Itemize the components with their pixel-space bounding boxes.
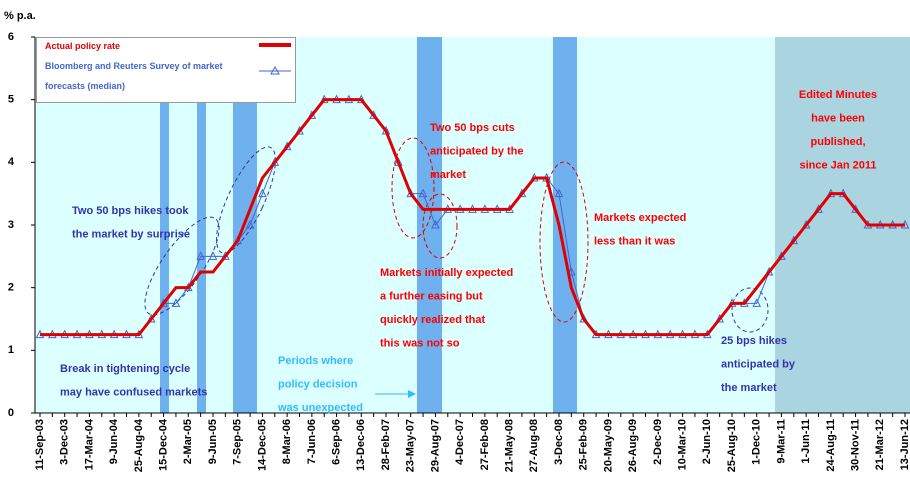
- annotation: quickly realized that: [380, 314, 485, 326]
- ellipse: [422, 193, 458, 259]
- annotation: since Jan 2011: [799, 159, 876, 171]
- x-tick-label: 25-Aug-04: [133, 418, 145, 472]
- x-tick-label: 3-Dec-08: [553, 419, 565, 465]
- annotation: have been: [811, 112, 865, 124]
- x-tick-label: 26-Aug-09: [627, 419, 639, 472]
- annotation: this was not so: [380, 337, 460, 349]
- point: [554, 188, 564, 198]
- band: [160, 37, 169, 413]
- ellipse: [539, 161, 589, 323]
- point: [258, 188, 267, 198]
- x-tick-label: 13-Jun-12: [899, 419, 910, 470]
- point: [171, 298, 181, 307]
- x-tick-label: 13-Dec-06: [355, 419, 367, 471]
- x-tick-label: 25-Feb-09: [578, 419, 590, 470]
- annotation: market: [430, 169, 466, 181]
- x-tick-label: 7-Jun-06: [306, 419, 318, 464]
- annotation: Markets initially expected: [380, 267, 513, 279]
- annotation: policy decision: [278, 378, 358, 390]
- y-tick-label: 1: [8, 344, 14, 356]
- ellipse: [731, 287, 769, 333]
- x-tick-label: 14-Dec-05: [256, 419, 268, 471]
- x-tick-label: 30-Nov-11: [849, 419, 861, 471]
- annotation: was unexpected: [277, 402, 363, 414]
- arrow-head: [408, 390, 416, 398]
- annotation: Two 50 bps cuts: [430, 122, 515, 134]
- x-tick-label: 21-Mar-12: [874, 419, 886, 470]
- x-tick-label: 7-Sep-05: [232, 419, 244, 465]
- legend-label: Actual policy rate: [45, 41, 121, 51]
- annotation: anticipated by: [721, 358, 796, 370]
- x-tick-label: 1-Dec-10: [751, 419, 763, 465]
- x-tick-label: 4-Dec-07: [454, 419, 466, 465]
- annotation: a further easing but: [380, 290, 483, 302]
- y-tick-label: 4: [8, 156, 15, 168]
- annotation: Break in tightening cycle: [60, 363, 190, 375]
- x-tick-label: 6-Sep-06: [330, 419, 342, 465]
- y-tick-label: 3: [8, 219, 14, 231]
- point: [418, 188, 428, 198]
- x-tick-label: 9-Jun-04: [108, 418, 120, 464]
- x-tick-label: 11-Sep-03: [34, 419, 46, 470]
- y-tick-label: 6: [8, 31, 14, 43]
- legend: Actual policy rate Bloomberg and Reuters…: [36, 37, 296, 103]
- x-tick-label: 23-May-07: [405, 419, 417, 472]
- annotation: the market: [721, 382, 777, 394]
- x-tick-label: 27-Feb-08: [479, 419, 491, 470]
- legend-marker: [270, 65, 280, 75]
- annotation: may have confused markets: [60, 386, 207, 398]
- point: [431, 219, 440, 229]
- y-tick-label: 5: [8, 94, 14, 106]
- band: [553, 37, 577, 413]
- annotation: Periods where: [278, 355, 353, 367]
- x-tick-label: 21-May-08: [503, 419, 515, 472]
- annotation: Edited Minutes: [799, 89, 877, 101]
- x-tick-label: 2-Dec-09: [652, 419, 664, 465]
- y-tick-label: 2: [8, 282, 14, 294]
- annotation: less than it was: [594, 235, 675, 247]
- point: [208, 251, 218, 260]
- x-tick-label: 10-Mar-10: [676, 419, 688, 470]
- ellipses: [144, 137, 769, 333]
- x-tick-label: 20-May-09: [602, 419, 614, 472]
- legend-swatches: [259, 43, 291, 75]
- x-tick-label: 9-Mar-11: [775, 419, 787, 464]
- x-tick-label: 17-Mar-04: [83, 418, 95, 470]
- x-tick-label: 1-Jun-11: [800, 419, 812, 464]
- x-tick-label: 2-Jun-10: [701, 419, 713, 464]
- ellipse: [144, 216, 220, 316]
- y-tick-label: 0: [8, 407, 14, 419]
- point: [752, 298, 762, 307]
- ellipse: [216, 146, 276, 254]
- series-line: [40, 98, 905, 337]
- annotation: the market by surprise: [72, 228, 190, 240]
- x-tick-label: 2-Mar-05: [182, 419, 194, 464]
- point: [196, 251, 205, 260]
- x-tick-label: 24-Aug-11: [825, 419, 837, 472]
- annotation: anticipated by the: [430, 145, 524, 157]
- point: [245, 219, 255, 229]
- x-tick-label: 15-Dec-04: [157, 418, 169, 471]
- band: [417, 37, 442, 413]
- x-tick-label: 9-Jun-05: [207, 419, 219, 464]
- legend-label: Bloomberg and Reuters Survey of market f…: [45, 61, 223, 91]
- ellipse: [391, 137, 435, 239]
- band: [197, 37, 206, 413]
- x-tick-label: 8-Mar-06: [281, 419, 293, 464]
- x-tick-label: 28-Feb-07: [380, 419, 392, 470]
- x-tick-label: 27-Aug-08: [528, 419, 540, 472]
- unexpected-periods: [160, 37, 577, 413]
- annotation: Markets expected: [594, 212, 686, 224]
- x-tick-label: 29-Aug-07: [429, 419, 441, 472]
- x-tick-label: 3-Dec-03: [59, 419, 71, 465]
- annotation: published,: [811, 136, 866, 148]
- y-axis-label: % p.a.: [4, 10, 36, 22]
- x-tick-label: 25-Aug-10: [726, 419, 738, 472]
- annotation: Two 50 bps hikes took: [72, 205, 189, 217]
- annotation: 25 bps hikes: [721, 335, 787, 347]
